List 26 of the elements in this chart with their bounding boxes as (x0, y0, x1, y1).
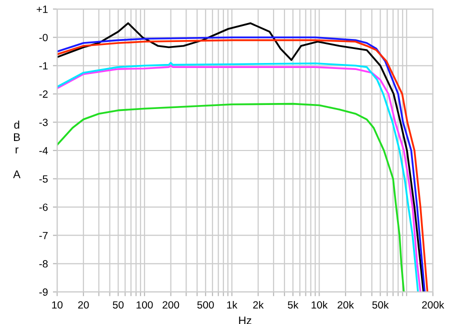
y-tick-label: -9 (39, 288, 48, 296)
y-tick-label: -2 (39, 90, 48, 98)
x-tick-label: 20k (338, 300, 354, 309)
x-tick-label: 10k (312, 300, 328, 309)
y-tick-label: -8 (39, 260, 48, 268)
text: dBr A (13, 120, 20, 178)
x-tick-label: 500 (197, 301, 214, 309)
y-tick-label: -6 (39, 204, 48, 211)
x-tick-label: 200 (162, 301, 180, 309)
x-tick-label: 50 (112, 301, 124, 309)
y-tick-label: -1 (39, 62, 48, 70)
y-tick-label: +1 (36, 6, 48, 13)
y-tick-label: -4 (39, 147, 48, 154)
x-tick-label: 50k (372, 300, 389, 309)
x-tick-label: 1k (227, 300, 238, 308)
y-tick-label: -3 (39, 118, 48, 126)
x-tick-label: 2k (253, 300, 264, 308)
y-tick-label: -7 (39, 232, 48, 240)
x-tick-label: 10 (52, 301, 63, 309)
x-axis-title: Hz (239, 316, 252, 324)
x-tick-label: 5k (288, 300, 298, 309)
x-tick-label: 100 (136, 301, 153, 309)
x-tick-label: 20 (78, 301, 89, 309)
y-tick-label: -0 (39, 34, 48, 42)
y-tick-label: -5 (39, 175, 48, 183)
x-tick-label: 200k (422, 300, 444, 309)
